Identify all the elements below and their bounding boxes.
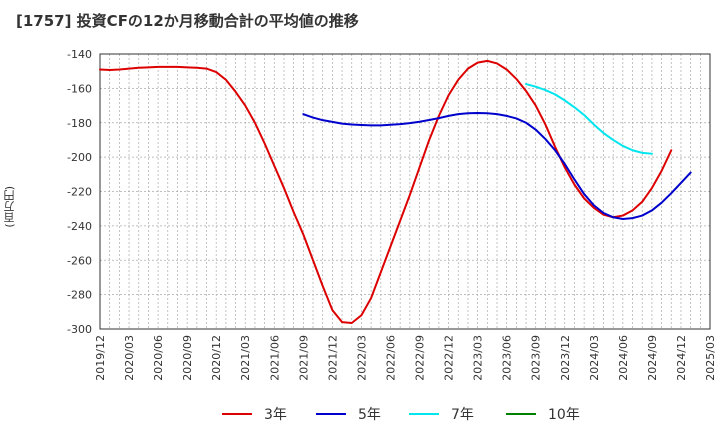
- x-tick-label: 2024/09: [646, 335, 659, 381]
- legend-label-2: 5年: [358, 407, 381, 423]
- plot-frame: [99, 53, 711, 330]
- x-tick-label: 2021/03: [239, 335, 252, 381]
- x-tick-label: 2023/09: [530, 335, 543, 381]
- y-tick-label: -200: [67, 151, 92, 164]
- legend-label-3: 7年: [451, 407, 474, 423]
- y-tick-label: -240: [67, 220, 92, 233]
- y-tick-label: -300: [67, 323, 92, 336]
- x-tick-label: 2023/03: [472, 335, 485, 381]
- x-tick-label: 2021/12: [326, 335, 339, 381]
- x-tick-label: 2024/06: [617, 335, 630, 381]
- legend-label-4: 10年: [548, 407, 580, 423]
- x-tick-label: 2024/03: [588, 335, 601, 381]
- x-tick-label: 2020/09: [181, 335, 194, 381]
- x-tick-label: 2023/06: [501, 335, 514, 381]
- chart-title: [1757] 投資CFの12か月移動合計の平均値の推移: [16, 12, 359, 30]
- x-tick-label: 2025/03: [704, 335, 717, 381]
- series-line-3: [525, 83, 653, 155]
- x-tick-label: 2021/06: [268, 335, 281, 381]
- y-tick-label: -180: [67, 117, 92, 130]
- x-tick-label: 2022/12: [443, 335, 456, 381]
- legend-label-1: 3年: [264, 407, 287, 423]
- x-tick-label: 2020/03: [123, 335, 136, 381]
- x-tick-label: 2021/09: [297, 335, 310, 381]
- x-tick-label: 2020/12: [210, 335, 223, 381]
- y-tick-label: -260: [67, 254, 92, 267]
- x-tick-label: 2022/09: [414, 335, 427, 381]
- y-tick-label: -140: [67, 48, 92, 61]
- series-line-2: [302, 111, 692, 220]
- x-tick-label: 2024/12: [675, 335, 688, 381]
- y-tick-label: -280: [67, 289, 92, 302]
- x-tick-label: 2022/06: [384, 335, 397, 381]
- x-tick-label: 2020/06: [152, 335, 165, 381]
- series-line-1: [99, 59, 673, 324]
- x-tick-label: 2022/03: [355, 335, 368, 381]
- x-tick-label: 2019/12: [94, 335, 107, 381]
- y-tick-label: -220: [67, 186, 92, 199]
- y-tick-label: -160: [67, 82, 92, 95]
- x-tick-label: 2023/12: [559, 335, 572, 381]
